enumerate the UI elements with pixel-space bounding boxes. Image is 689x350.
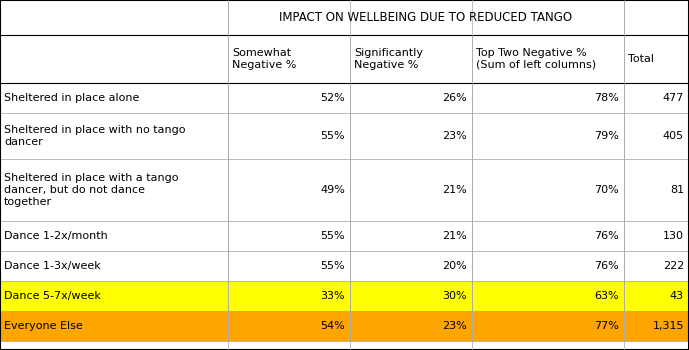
Text: 52%: 52% — [320, 93, 345, 103]
Bar — [228, 311, 350, 341]
Text: Dance 1-2x/month: Dance 1-2x/month — [4, 231, 107, 241]
Bar — [0, 281, 228, 311]
Bar — [624, 311, 689, 341]
Text: 55%: 55% — [320, 231, 345, 241]
Bar — [350, 159, 472, 221]
Bar — [624, 221, 689, 251]
Text: 405: 405 — [663, 131, 684, 141]
Text: 79%: 79% — [594, 131, 619, 141]
Bar — [472, 159, 624, 221]
Bar — [350, 251, 472, 281]
Bar — [472, 113, 624, 159]
Text: 55%: 55% — [320, 261, 345, 271]
Bar — [0, 159, 228, 221]
Bar — [624, 281, 689, 311]
Text: 33%: 33% — [320, 291, 345, 301]
Bar — [0, 251, 228, 281]
Text: 23%: 23% — [442, 321, 467, 331]
Bar — [0, 35, 228, 83]
Text: 222: 222 — [663, 261, 684, 271]
Bar — [0, 83, 228, 113]
Text: Everyone Else: Everyone Else — [4, 321, 83, 331]
Text: 21%: 21% — [442, 231, 467, 241]
Bar — [624, 251, 689, 281]
Bar — [472, 221, 624, 251]
Text: 30%: 30% — [442, 291, 467, 301]
Bar — [350, 83, 472, 113]
Bar — [472, 251, 624, 281]
Text: 76%: 76% — [594, 231, 619, 241]
Text: 70%: 70% — [594, 185, 619, 195]
Text: 55%: 55% — [320, 131, 345, 141]
Bar — [624, 113, 689, 159]
Text: 49%: 49% — [320, 185, 345, 195]
Bar — [0, 0, 228, 35]
Text: Sheltered in place alone: Sheltered in place alone — [4, 93, 139, 103]
Text: 76%: 76% — [594, 261, 619, 271]
Bar — [228, 0, 624, 35]
Text: 63%: 63% — [595, 291, 619, 301]
Bar — [0, 221, 228, 251]
Bar — [228, 281, 350, 311]
Text: 54%: 54% — [320, 321, 345, 331]
Text: 21%: 21% — [442, 185, 467, 195]
Text: 1,315: 1,315 — [652, 321, 684, 331]
Bar — [624, 0, 689, 35]
Bar — [472, 35, 624, 83]
Bar — [472, 311, 624, 341]
Bar — [228, 221, 350, 251]
Text: 130: 130 — [663, 231, 684, 241]
Text: Sheltered in place with a tango
dancer, but do not dance
together: Sheltered in place with a tango dancer, … — [4, 173, 178, 206]
Bar — [350, 281, 472, 311]
Bar — [350, 221, 472, 251]
Bar — [0, 113, 228, 159]
Text: 43: 43 — [670, 291, 684, 301]
Text: Top Two Negative %
(Sum of left columns): Top Two Negative % (Sum of left columns) — [476, 48, 596, 70]
Text: 77%: 77% — [594, 321, 619, 331]
Text: Significantly
Negative %: Significantly Negative % — [354, 48, 423, 70]
Text: Somewhat
Negative %: Somewhat Negative % — [232, 48, 296, 70]
Bar — [228, 83, 350, 113]
Text: 20%: 20% — [442, 261, 467, 271]
Text: Sheltered in place with no tango
dancer: Sheltered in place with no tango dancer — [4, 125, 185, 147]
Bar — [228, 35, 350, 83]
Text: Total: Total — [628, 54, 654, 64]
Text: 26%: 26% — [442, 93, 467, 103]
Text: 81: 81 — [670, 185, 684, 195]
Text: IMPACT ON WELLBEING DUE TO REDUCED TANGO: IMPACT ON WELLBEING DUE TO REDUCED TANGO — [280, 11, 573, 24]
Bar — [350, 311, 472, 341]
Text: Dance 5-7x/week: Dance 5-7x/week — [4, 291, 101, 301]
Bar — [0, 311, 228, 341]
Bar — [350, 35, 472, 83]
Text: 23%: 23% — [442, 131, 467, 141]
Bar — [472, 281, 624, 311]
Bar — [624, 159, 689, 221]
Bar — [228, 159, 350, 221]
Bar — [228, 113, 350, 159]
Text: 78%: 78% — [594, 93, 619, 103]
Text: 477: 477 — [663, 93, 684, 103]
Bar — [228, 251, 350, 281]
Text: Dance 1-3x/week: Dance 1-3x/week — [4, 261, 101, 271]
Bar — [472, 83, 624, 113]
Bar — [350, 113, 472, 159]
Bar — [624, 83, 689, 113]
Bar — [624, 35, 689, 83]
